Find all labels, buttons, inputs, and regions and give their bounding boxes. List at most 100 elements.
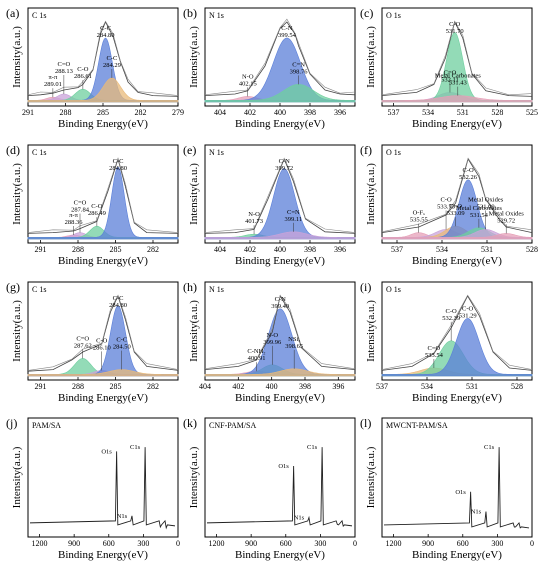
x-tick-label: 285 — [110, 382, 122, 391]
x-tick-label: 0 — [176, 539, 180, 548]
panel-title: N 1s — [209, 11, 224, 20]
peak-label: C-O — [462, 305, 474, 312]
peak-energy: 531.54 — [470, 212, 489, 219]
x-tick-label: 900 — [68, 539, 80, 548]
x-tick-label: 282 — [135, 108, 147, 117]
raw-data-line — [204, 294, 356, 370]
peak-label: C-O — [462, 167, 474, 174]
x-tick-label: 531 — [466, 382, 478, 391]
panel-letter: (h) — [183, 280, 197, 294]
y-axis-label: Intensity(a.u.) — [365, 446, 377, 508]
y-axis-label: Intensity(a.u.) — [365, 163, 377, 225]
panel-title: C 1s — [32, 285, 46, 294]
x-tick-label: 900 — [422, 539, 434, 548]
panel-title: C 1s — [32, 148, 46, 157]
peak-energy: 398.65 — [285, 343, 303, 350]
panel-b: 404 402 400 398 396 Binding Energy(eV) Intensi… — [183, 6, 356, 130]
panel-title: MWCNT-PAM/SA — [386, 421, 448, 430]
panel-letter: (l) — [360, 416, 371, 430]
x-tick-label: 600 — [103, 539, 115, 548]
peak-energy: 286.61 — [74, 73, 92, 80]
x-tick-label: 402 — [244, 108, 256, 117]
x-tick-label: 534 — [422, 108, 434, 117]
panel-letter: (g) — [6, 280, 20, 294]
panel-letter: (a) — [6, 6, 19, 20]
x-tick-label: 282 — [147, 382, 159, 391]
x-tick-label: 396 — [334, 108, 346, 117]
peak-label: N-O — [242, 73, 254, 80]
peak-label: C-C — [116, 337, 127, 344]
x-tick-label: 398 — [299, 382, 311, 391]
x-tick-label: 537 — [391, 245, 403, 254]
envelope-line — [27, 157, 179, 234]
peak-energy: 398.76 — [290, 68, 309, 75]
peak-label: C-O — [96, 337, 108, 344]
x-axis-label: Binding Energy(eV) — [235, 392, 325, 404]
peak-label: O1s — [455, 489, 466, 496]
x-tick-label: 400 — [274, 245, 286, 254]
x-axis-label: Binding Energy(eV) — [58, 549, 148, 561]
x-tick-label: 400 — [274, 108, 286, 117]
x-tick-label: 0 — [530, 539, 534, 548]
envelope-line — [27, 21, 179, 97]
peak-label: C=O — [449, 203, 462, 210]
x-tick-label: 291 — [35, 245, 47, 254]
peak-label: C=O — [58, 61, 71, 68]
plot-frame — [381, 144, 533, 244]
fitted-peak-area — [204, 231, 356, 240]
x-tick-label: 600 — [457, 539, 469, 548]
peak-energy: 535.55 — [410, 217, 428, 224]
peak-energy: 284.80 — [97, 32, 115, 39]
x-axis-label: Binding Energy(eV) — [412, 118, 502, 130]
peak-label: C-C — [100, 25, 111, 32]
peak-energy: 401.73 — [245, 218, 263, 225]
y-axis-label: Intensity(a.u.) — [11, 163, 23, 225]
plot-frame — [381, 417, 533, 538]
peak-label: C1s — [484, 444, 495, 451]
survey-spectrum-line — [29, 447, 176, 530]
panel-title: O 1s — [386, 11, 401, 20]
plot-frame — [381, 7, 533, 107]
panel-h: 404 402 400 398 396 Binding Energy(eV) Intensi… — [183, 280, 356, 404]
panel-f: 537 534 531 528 Binding Energy(eV) Intensity(… — [360, 143, 538, 267]
peak-energy: 532.26 — [459, 174, 478, 181]
panel-title: C 1s — [32, 11, 46, 20]
peak-label: Metal Oxides — [489, 210, 525, 217]
peak-energy: 286.49 — [88, 210, 106, 217]
panel-letter: (i) — [360, 280, 371, 294]
peak-energy: 399.96 — [263, 339, 282, 346]
x-tick-label: 0 — [353, 539, 357, 548]
peak-energy: 533.09 — [447, 210, 465, 217]
fitted-peak-area — [204, 168, 356, 240]
peak-energy: 284.80 — [109, 302, 127, 309]
envelope-line — [381, 295, 533, 371]
panel-i: 537 534 531 528 Binding Energy(eV) Intensity(… — [360, 280, 533, 404]
x-tick-label: 285 — [97, 108, 109, 117]
panel-letter: (k) — [183, 416, 197, 430]
fitted-peak-area — [27, 166, 179, 240]
peak-energy: 287.62 — [74, 342, 92, 349]
peak-label: C-N — [281, 25, 293, 32]
peak-energy: 531.70 — [446, 28, 464, 35]
panel-k: 1200 900 600 300 0 Binding Energy(eV) Intensit… — [183, 416, 357, 561]
x-tick-label: 537 — [376, 382, 388, 391]
peak-label: N1s — [471, 509, 482, 516]
x-tick-label: 528 — [526, 245, 538, 254]
peak-energy: 286.10 — [93, 344, 111, 351]
x-tick-label: 600 — [280, 539, 292, 548]
plot-frame — [27, 144, 179, 244]
peak-label: C-C — [113, 295, 124, 302]
x-axis-label: Binding Energy(eV) — [58, 255, 148, 267]
panel-letter: (e) — [183, 143, 196, 157]
peak-energy: 532.11 — [441, 76, 459, 83]
x-tick-label: 396 — [334, 245, 346, 254]
peak-label: C=O — [76, 335, 89, 342]
x-axis-label: Binding Energy(eV) — [412, 255, 502, 267]
y-axis-label: Intensity(a.u.) — [365, 26, 377, 88]
peak-label: O-Fₓ — [413, 210, 425, 217]
x-tick-label: 300 — [491, 539, 503, 548]
panel-title: O 1s — [386, 285, 401, 294]
panel-e: 404 402 400 398 396 Binding Energy(eV) Intensi… — [183, 143, 356, 267]
peak-energy: 399.54 — [278, 32, 297, 39]
